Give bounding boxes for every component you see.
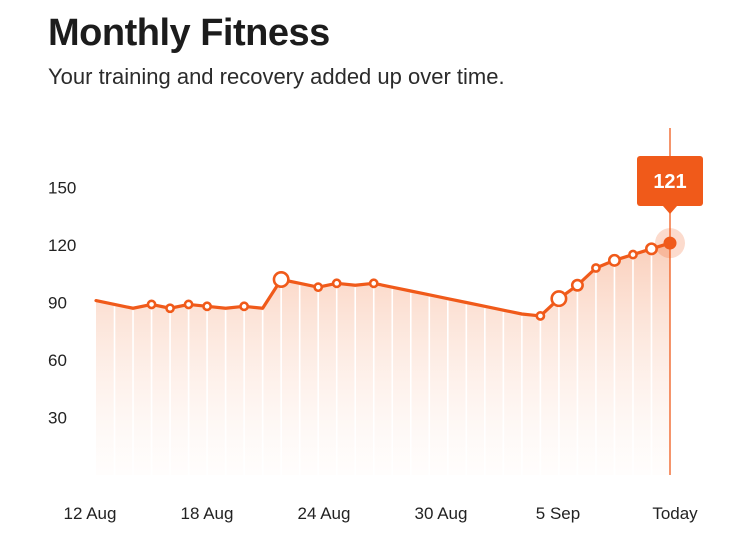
x-tick-label: 30 Aug <box>415 504 468 523</box>
data-point <box>313 282 324 293</box>
data-point <box>202 301 212 312</box>
x-tick-label: 18 Aug <box>181 504 234 523</box>
page-title: Monthly Fitness <box>48 12 330 54</box>
x-tick-label: 12 Aug <box>64 504 117 523</box>
y-tick-label: 30 <box>48 409 67 428</box>
page-subtitle: Your training and recovery added up over… <box>48 64 505 89</box>
data-point <box>628 249 638 260</box>
data-point <box>146 299 157 310</box>
data-point <box>644 242 658 256</box>
area-fill <box>96 243 670 475</box>
y-tick-label: 120 <box>48 236 76 255</box>
current-point <box>663 236 677 250</box>
data-point <box>368 278 379 289</box>
data-point <box>183 299 194 310</box>
data-point <box>550 290 568 308</box>
value-badge-box <box>637 156 703 206</box>
y-tick-label: 90 <box>48 294 67 313</box>
current-value-badge[interactable]: 121 <box>637 156 703 214</box>
y-tick-label: 60 <box>48 351 67 370</box>
data-point <box>331 278 342 289</box>
data-point <box>239 301 250 312</box>
x-axis-tick-labels: 12 Aug 18 Aug 24 Aug 30 Aug 5 Sep Today <box>64 504 699 523</box>
x-tick-label: 24 Aug <box>298 504 351 523</box>
x-tick-label: Today <box>652 504 698 523</box>
data-point <box>607 253 621 267</box>
data-point <box>165 303 175 314</box>
data-point <box>591 263 601 273</box>
data-point <box>535 311 546 321</box>
data-point <box>570 278 584 292</box>
y-tick-label: 150 <box>48 179 76 198</box>
value-badge-pointer <box>663 206 677 214</box>
value-badge-label: 121 <box>653 171 686 193</box>
area-fill-group <box>96 243 670 475</box>
data-point <box>272 270 290 288</box>
column-stripes-group <box>113 250 653 475</box>
x-tick-label: 5 Sep <box>536 504 580 523</box>
y-axis-tick-labels: 30 60 90 120 150 <box>48 179 76 428</box>
series-points-group <box>146 228 685 321</box>
